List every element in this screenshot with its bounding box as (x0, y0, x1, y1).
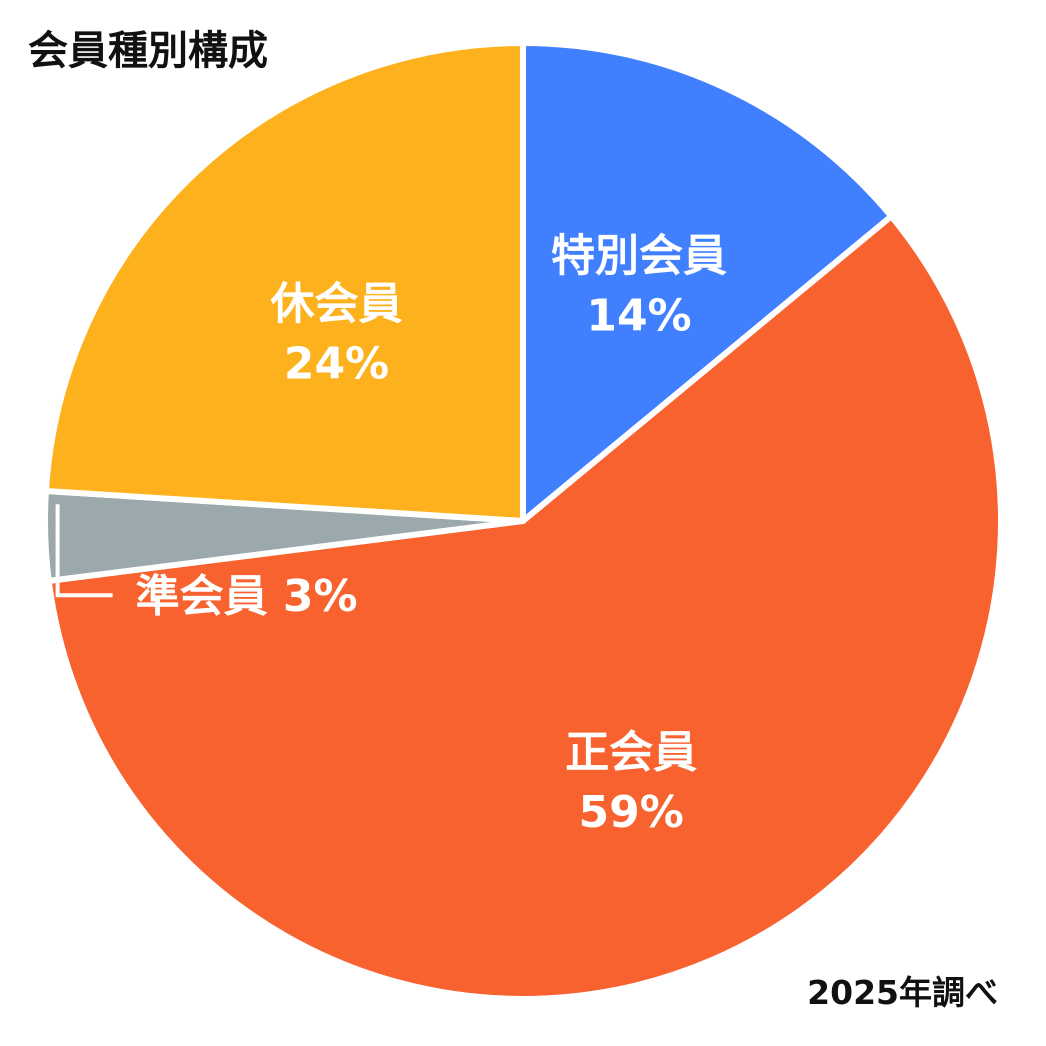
pie-slices (42, 40, 1004, 1002)
slice-value-label: 59% (579, 787, 684, 838)
pie-labels: 特別会員 14% 正会員 59% 準会員 3% 休会員 24% (55, 231, 727, 838)
slice-value-label: 24% (284, 338, 389, 389)
slice-value-label: 14% (586, 291, 691, 342)
chart-title: 会員種別構成 (28, 28, 268, 74)
slice-name-label: 休会員 (270, 278, 403, 329)
slice-name-label: 正会員 (565, 727, 697, 778)
slice-name-label: 特別会員 (551, 231, 727, 282)
survey-note: 2025年調べ (807, 973, 998, 1012)
pie-slice (42, 40, 526, 524)
callout-label: 準会員 3% (136, 571, 358, 622)
pie-slice (45, 213, 1004, 1002)
pie-slice (520, 40, 895, 524)
callout-leader-line (55, 504, 113, 598)
